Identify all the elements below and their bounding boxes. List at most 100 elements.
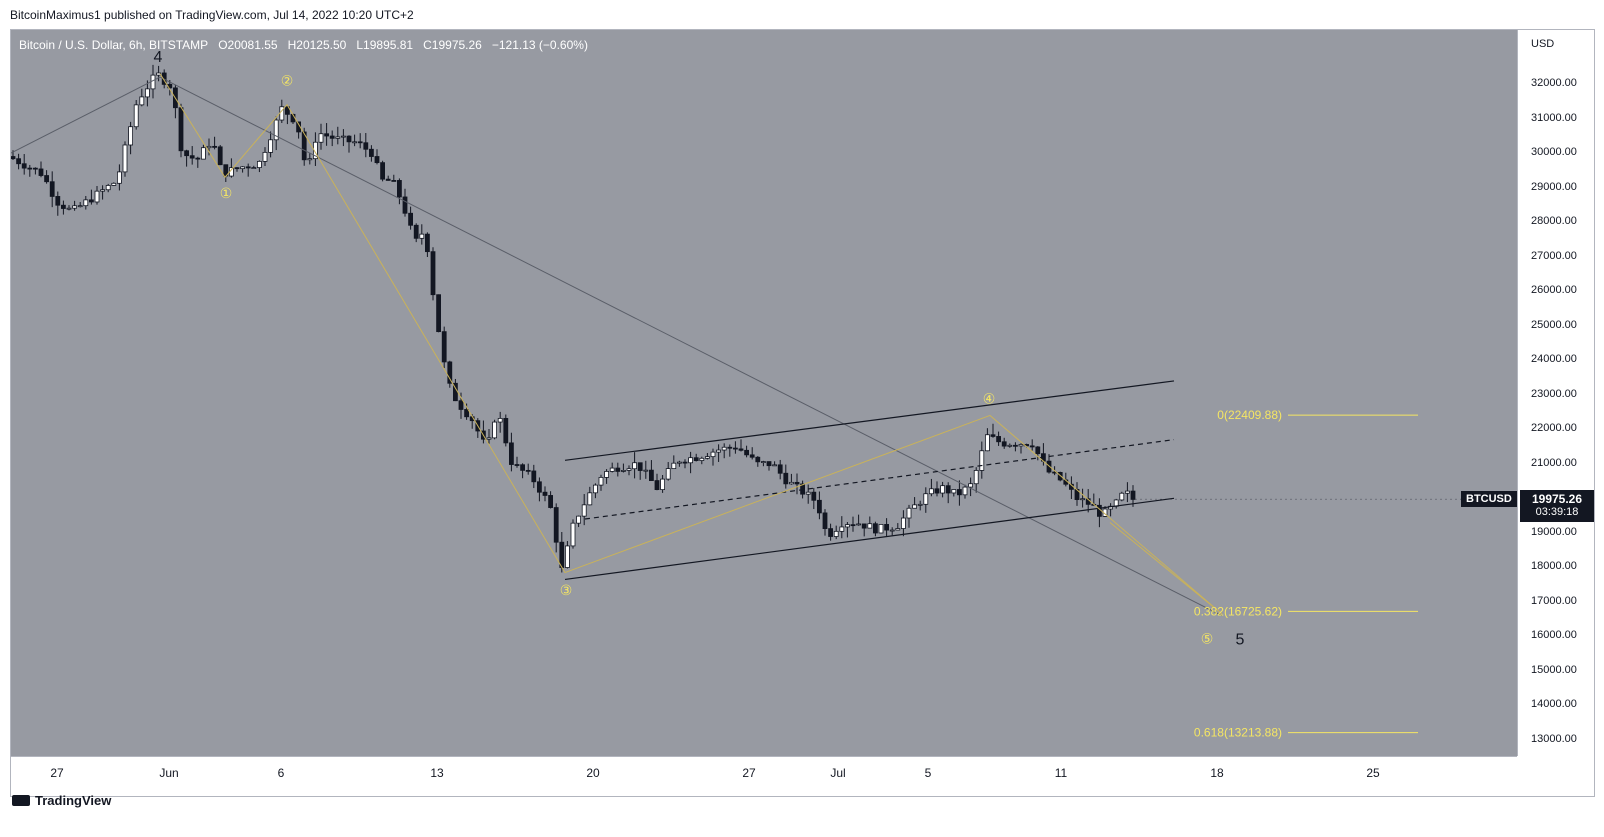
time-tick-label: 13: [430, 766, 444, 780]
bearish-candle: [178, 107, 184, 152]
symbol-title[interactable]: Bitcoin / U.S. Dollar, 6h, BITSTAMP: [19, 38, 209, 52]
bullish-candle: [72, 205, 77, 209]
elliott-wave-path: [159, 73, 1223, 615]
price-chart-svg: 0(22409.88) 0.382(16725.62) 0.618(13213.88…: [11, 49, 1517, 740]
bearish-candle: [822, 512, 828, 530]
bullish-candle: [105, 185, 111, 191]
bullish-candle: [867, 523, 873, 529]
price-tick-label: 13000.00: [1531, 733, 1577, 745]
bearish-candle: [27, 167, 33, 170]
bullish-candle: [705, 456, 710, 459]
bearish-candle: [553, 507, 559, 543]
bearish-candle: [693, 457, 699, 461]
bullish-candle: [671, 462, 677, 470]
bearish-candle: [873, 523, 878, 534]
price-tick-label: 16000.00: [1531, 629, 1577, 642]
bearish-candle: [508, 442, 514, 465]
bullish-candle: [576, 515, 581, 524]
time-tick-label: 25: [1366, 766, 1380, 780]
bullish-candle: [419, 233, 425, 239]
bearish-candle: [16, 158, 21, 165]
tradingview-footer[interactable]: TradingView: [12, 793, 111, 808]
footer-brand: TradingView: [35, 793, 112, 808]
bullish-candle: [150, 74, 156, 90]
bearish-candle: [811, 491, 817, 501]
bearish-candle: [357, 141, 363, 144]
price-tick-label: 29000.00: [1531, 180, 1577, 193]
bullish-candle: [587, 492, 593, 506]
bullish-candle: [593, 484, 598, 494]
bullish-candle: [772, 464, 777, 467]
bullish-candle: [122, 144, 128, 173]
bullish-candle: [951, 489, 957, 494]
bullish-candle: [609, 467, 615, 472]
bearish-candle: [413, 224, 419, 239]
bearish-candle: [49, 181, 55, 197]
bullish-candle: [973, 470, 979, 485]
bullish-candle: [273, 119, 279, 141]
fib-level-label: 0.618(13213.88): [1194, 726, 1282, 740]
bullish-candle: [1007, 444, 1013, 447]
bullish-candle: [1119, 492, 1125, 501]
price-tick-label: 18000.00: [1531, 560, 1577, 573]
bearish-candle: [374, 156, 380, 164]
bearish-candle: [733, 447, 738, 450]
bullish-candle: [486, 437, 492, 440]
last-price-value: 19975.26: [1531, 492, 1583, 506]
channel-upper-line: [564, 380, 1175, 461]
bullish-candle: [581, 504, 587, 517]
bullish-candle: [144, 88, 150, 98]
time-tick-label: 11: [1054, 766, 1068, 780]
time-tick-label: 20: [586, 766, 600, 780]
high-label: H: [287, 38, 297, 52]
time-axis[interactable]: [11, 756, 1517, 796]
bearish-candle: [548, 495, 553, 508]
bullish-candle: [492, 421, 498, 439]
subwave-label-5: ⑤: [1201, 630, 1214, 646]
time-tick-label: Jun: [159, 766, 179, 780]
bullish-candle: [660, 478, 665, 490]
bullish-candle: [968, 483, 973, 488]
bullish-candle: [985, 434, 990, 452]
fib-level-label: 0(22409.88): [1217, 408, 1282, 422]
channel-lower-line: [564, 497, 1175, 581]
bullish-candle: [77, 205, 83, 208]
bearish-candle: [817, 499, 822, 514]
bearish-candle: [391, 180, 397, 182]
bullish-candle: [805, 491, 811, 495]
bearish-candle: [537, 481, 542, 493]
chart-plot-area[interactable]: 0(22409.88) 0.382(16725.62) 0.618(13213.88…: [11, 30, 1517, 756]
bearish-candle: [447, 361, 453, 384]
trend-line-rising: [11, 76, 161, 154]
bearish-candle: [329, 135, 335, 139]
channel-mid-line: [584, 439, 1175, 520]
bullish-candle: [889, 529, 895, 532]
bullish-candle: [845, 524, 850, 528]
bearish-candle: [441, 331, 447, 363]
bearish-candle: [217, 146, 223, 166]
bullish-candle: [912, 504, 917, 509]
publisher-header: BitcoinMaximus1 published on TradingView…: [10, 8, 414, 22]
bearish-candle: [21, 163, 27, 169]
bearish-candle: [301, 131, 307, 161]
bullish-candle: [565, 545, 570, 568]
price-tick-label: 23000.00: [1531, 387, 1577, 400]
bearish-candle: [464, 409, 470, 418]
price-tick-label: 15000.00: [1531, 663, 1577, 676]
price-tick-label: 28000.00: [1531, 215, 1577, 228]
bearish-candle: [368, 148, 374, 157]
bearish-candle: [520, 464, 526, 471]
bullish-candle: [352, 141, 358, 144]
time-tick-label: 27: [742, 766, 756, 780]
bullish-candle: [833, 530, 839, 537]
bearish-candle: [380, 162, 386, 180]
bar-countdown: 03:39:18: [1535, 506, 1579, 518]
price-axis[interactable]: [1517, 30, 1594, 756]
bullish-candle: [66, 207, 72, 210]
subwave-label-2: ②: [281, 73, 294, 89]
bullish-candle: [721, 446, 727, 451]
bearish-candle: [783, 472, 789, 485]
bearish-candle: [1130, 490, 1136, 500]
time-tick-label: 5: [924, 766, 932, 780]
bullish-candle: [699, 457, 705, 461]
